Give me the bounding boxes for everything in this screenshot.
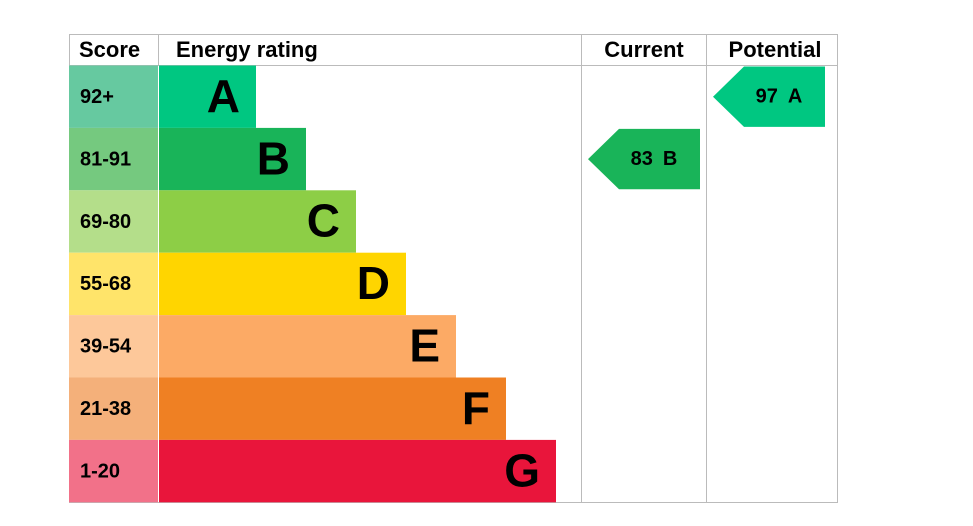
current-label: 83 B [631,148,678,170]
rating-bar [159,315,456,378]
current-letter: B [663,148,677,170]
score-label: 92+ [80,86,114,108]
potential-letter: A [788,86,802,108]
potential-label: 97 A [756,86,803,108]
rating-letter: F [462,382,490,434]
rating-bar [159,377,506,440]
score-label: 81-91 [80,148,131,170]
rating-bar [159,127,306,191]
score-label: 39-54 [80,336,132,358]
rating-letter: D [357,257,390,309]
score-label: 69-80 [80,211,131,233]
score-cell [69,377,158,440]
rating-letter: E [409,319,440,371]
score-cell [69,315,158,378]
current-arrow [588,128,700,190]
header-current: Current [604,37,684,62]
score-label: 1-20 [80,460,120,482]
score-cell [69,127,158,191]
score-label: 55-68 [80,273,131,295]
potential-arrow [713,66,825,127]
score-cell [69,190,158,253]
score-cell [69,439,158,503]
rating-bar [159,190,356,253]
rating-letter: G [504,444,540,496]
score-cell [69,252,158,316]
rating-letter: A [207,70,240,122]
rating-bar [159,252,406,316]
score-cell [69,65,158,128]
rating-letter: B [257,132,290,184]
header-rating: Energy rating [176,37,318,62]
header-potential: Potential [729,37,822,62]
potential-value: 97 [756,86,778,108]
rating-bar [159,439,556,503]
rating-bar [159,65,256,128]
header-score: Score [79,37,140,62]
rating-letter: C [307,195,340,247]
score-label: 21-38 [80,398,131,420]
current-value: 83 [631,148,653,170]
